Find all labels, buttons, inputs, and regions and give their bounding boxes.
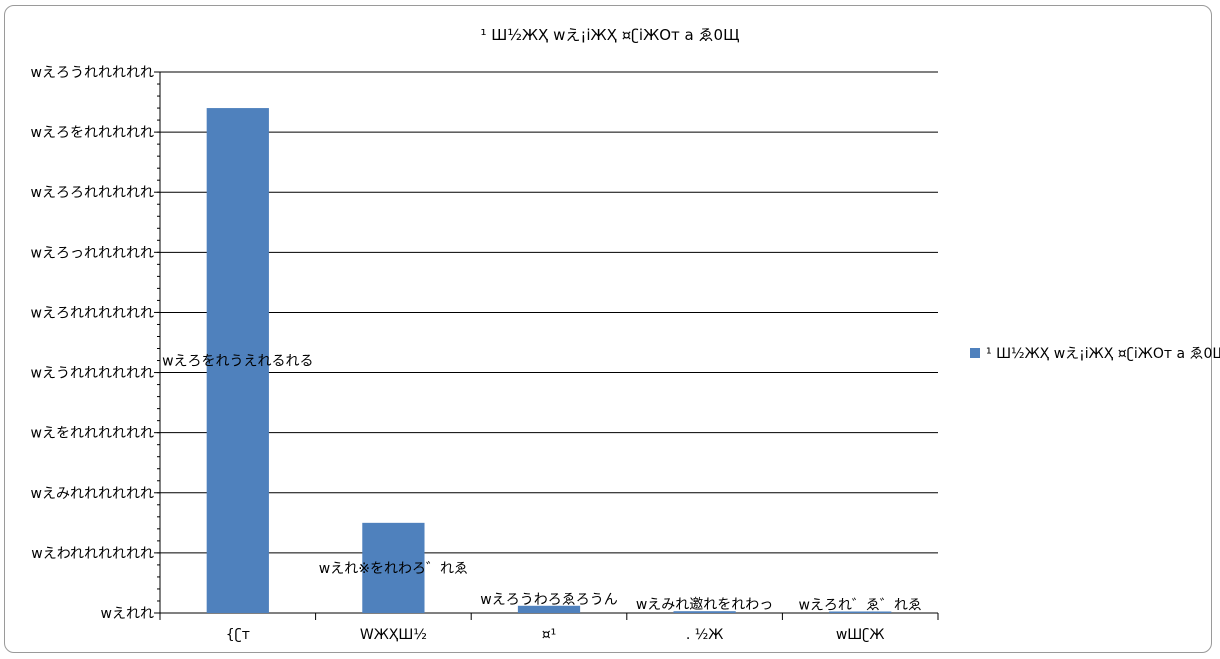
legend-swatch xyxy=(970,348,980,358)
y-tick-label: wえれれ xyxy=(101,606,154,622)
bar xyxy=(517,605,581,613)
x-tick-label: ¤¹ xyxy=(542,627,557,643)
y-tick-label: wえわれれれれれれ xyxy=(31,546,154,562)
y-tick-label: wえうれれれれれれ xyxy=(31,366,154,382)
data-label: wえみれ邀れをれわっ xyxy=(636,597,773,613)
data-label: wえろうわろゑろうん xyxy=(480,592,617,608)
bar xyxy=(673,611,736,613)
chart-frame xyxy=(4,5,1212,653)
x-tick-label: wШʗЖ xyxy=(836,627,885,643)
chart-title: ¹ Ш½ЖҲ wえ¡iЖҲ ¤ʗiЖОт а ゑ0Щ xyxy=(481,26,740,44)
y-tick-label: wえろれれれれれれ xyxy=(31,305,154,321)
x-tick-label: . ½Ж xyxy=(686,627,724,643)
y-tick-label: wえろをれれれれれ xyxy=(31,125,154,141)
y-tick-label: wえろうれれれれれ xyxy=(31,65,154,81)
data-label: wえろれ゛ゑ゛れゑ xyxy=(798,597,921,613)
x-tick-label: {ʗт xyxy=(226,627,250,643)
y-tick-label: wえみれれれれれれ xyxy=(31,486,154,502)
y-tick-label: wえろっれれれれれ xyxy=(31,245,154,261)
legend-label: ¹ Ш½ЖҲ wえ¡iЖҲ ¤ʗiЖОт а ゑ0Щ xyxy=(986,346,1220,362)
bar xyxy=(206,108,269,614)
bar xyxy=(362,522,425,613)
y-tick-label: wえをれれれれれれ xyxy=(31,426,154,442)
y-tick-label: wえろろれれれれれ xyxy=(31,185,154,201)
data-label: wえろをれうえれるれる xyxy=(162,354,313,370)
x-tick-label: WЖҲШ½ xyxy=(360,627,427,643)
data-label: wえれ※をれわろ゛れゑ xyxy=(319,561,468,577)
bar xyxy=(829,611,892,613)
